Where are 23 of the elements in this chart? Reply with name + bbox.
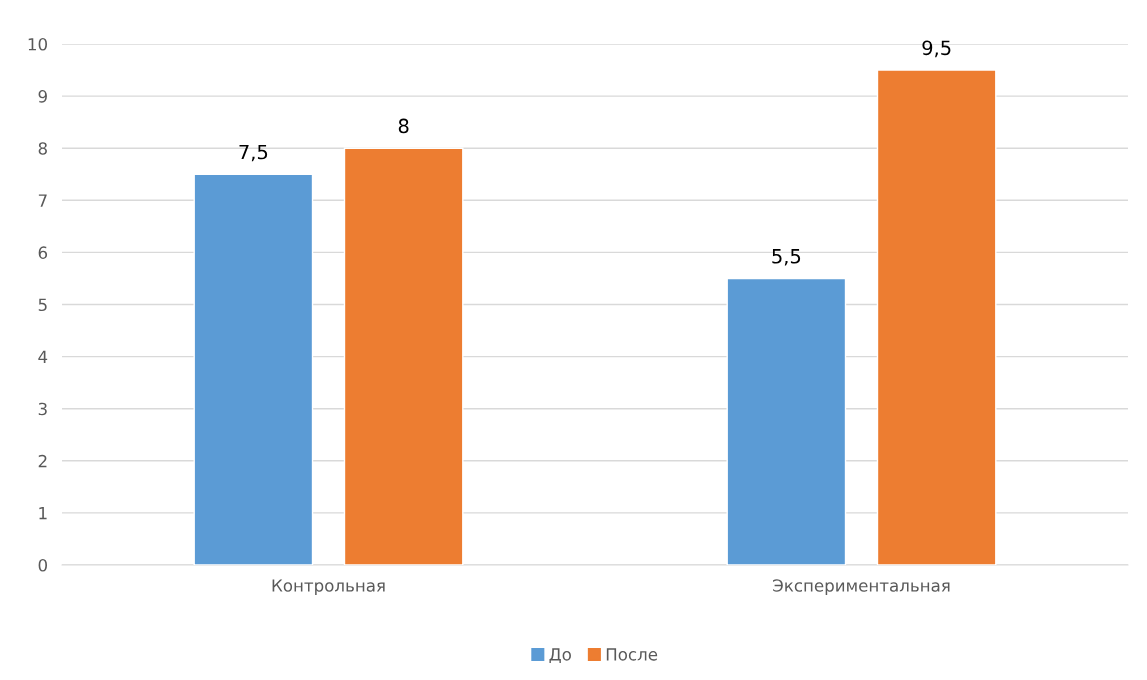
y-tick-label: 9 [38, 90, 47, 103]
y-tick-label: 6 [38, 246, 48, 259]
data-label: 7,5 [239, 144, 268, 162]
y-tick-label: 8 [38, 142, 47, 155]
data-label: 5,5 [772, 249, 801, 266]
legend-label: После [606, 648, 658, 661]
y-tick-label: 5 [38, 298, 47, 312]
y-tick-label: 3 [38, 402, 47, 416]
y-tick-label: 7 [38, 194, 47, 207]
legend-label: До [549, 648, 571, 664]
bar [343, 147, 464, 565]
y-tick-label: 10 [28, 37, 47, 51]
bar [193, 173, 314, 565]
y-tick-label: 4 [38, 350, 48, 363]
y-tick-label: 1 [39, 507, 47, 520]
y-tick-label: 0 [38, 558, 47, 572]
y-tick-label: 2 [38, 454, 47, 468]
data-label: 9,5 [922, 40, 951, 58]
bar [876, 69, 997, 565]
bar [726, 277, 847, 565]
x-tick-label: Контрольная [272, 579, 385, 596]
data-label: 8 [398, 118, 409, 134]
x-tick-label: Экспериментальная [773, 579, 950, 596]
